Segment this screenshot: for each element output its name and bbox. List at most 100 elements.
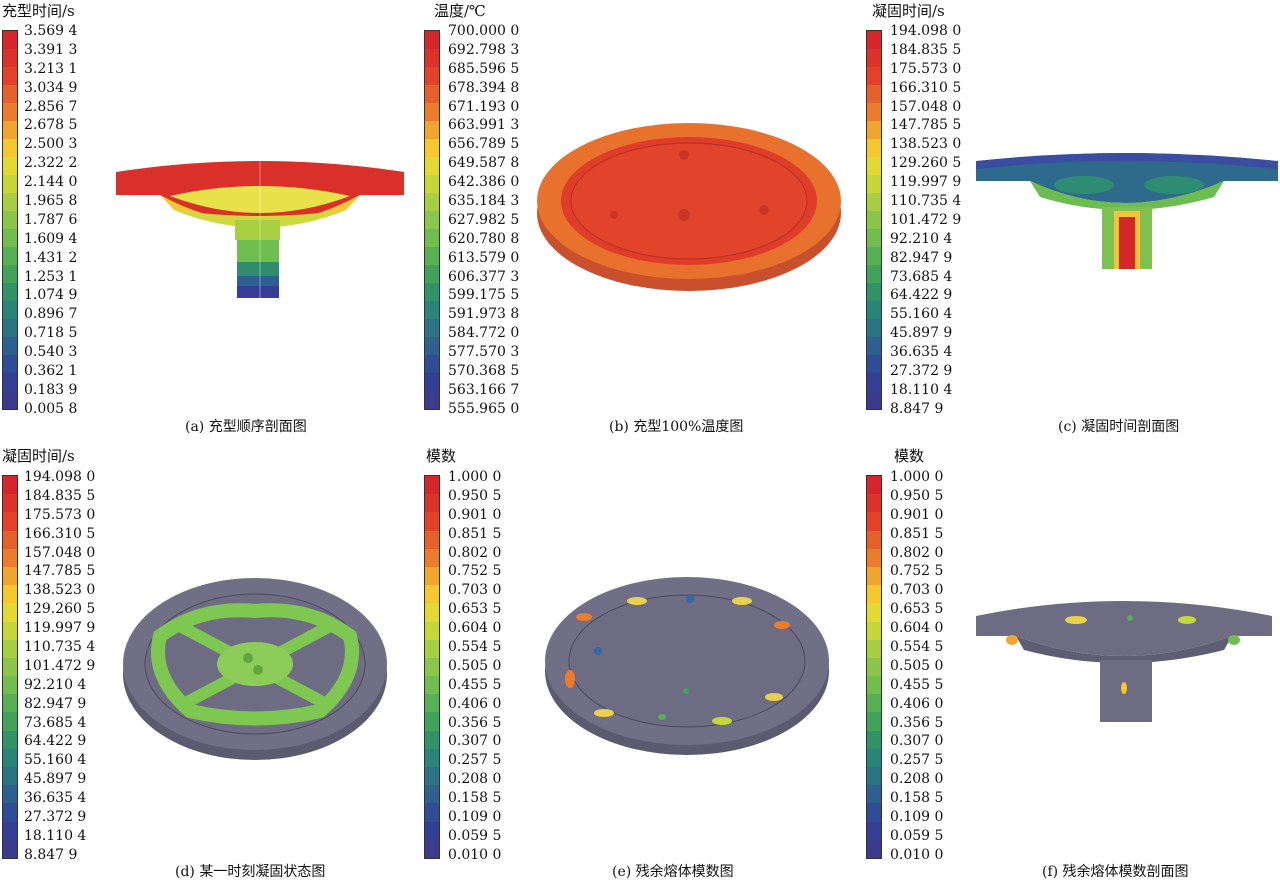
colorbar-tick-label: 0.208 0 <box>448 771 502 788</box>
colorbar-ticks: 3.569 4 3.391 3 3.213 1 3.034 9 2.856 7 2.678… <box>24 22 77 419</box>
panel-caption: (a) 充型顺序剖面图 <box>185 419 307 435</box>
colorbar-segment <box>867 175 881 193</box>
colorbar-ticks: 194.098 0 184.835 5 175.573 0 166.310 5 157.… <box>890 22 961 419</box>
colorbar-segment <box>425 355 439 373</box>
colorbar-tick-label: 92.210 4 <box>24 676 87 693</box>
colorbar-tick-label: 649.587 8 <box>448 155 520 172</box>
colorbar-tick-label: 642.386 0 <box>448 174 520 191</box>
colorbar-tick-label: 0.896 7 <box>24 306 78 323</box>
colorbar-segment <box>425 730 439 749</box>
colorbar-tick-label: 129.260 5 <box>24 601 96 618</box>
colorbar-tick-label: 1.000 0 <box>448 469 502 485</box>
colorbar-tick-label: 18.110 4 <box>24 827 87 844</box>
colorbar-segment <box>3 103 17 121</box>
colorbar-tick-label: 55.160 4 <box>890 306 953 323</box>
colorbar-tick-label: 157.048 0 <box>890 98 962 115</box>
colorbar-tick-label: 138.523 0 <box>890 136 962 153</box>
colorbar-segment <box>3 476 17 495</box>
temperature-casting-render <box>537 123 841 291</box>
colorbar-tick-label: 101.472 9 <box>24 657 96 674</box>
colorbar-segment <box>3 512 17 531</box>
colorbar-tick-label: 0.010 0 <box>890 846 944 863</box>
colorbar-tick-label: 175.573 0 <box>24 506 96 523</box>
colorbar-segment <box>3 157 17 175</box>
colorbar-segment <box>425 337 439 355</box>
colorbar-title: 凝固时间/s <box>2 447 75 465</box>
colorbar-segment <box>867 603 881 622</box>
colorbar-tick-label: 0.505 0 <box>890 657 944 674</box>
colorbar-tick-label: 0.307 0 <box>448 733 502 750</box>
residual-modulus-render <box>545 577 829 755</box>
colorbar-segment <box>3 67 17 85</box>
colorbar-tick-label: 700.000 0 <box>448 23 520 39</box>
colorbar-tick-label: 64.422 9 <box>24 733 87 750</box>
colorbar-tick-label: 0.604 0 <box>890 620 944 637</box>
colorbar-tick-label: 3.213 1 <box>24 60 78 77</box>
colorbar-segment <box>3 639 17 658</box>
colorbar-tick-label: 175.573 0 <box>890 60 962 77</box>
colorbar-tick-label: 92.210 4 <box>890 230 953 247</box>
colorbar-segment <box>425 193 439 211</box>
colorbar-tick-label: 678.394 8 <box>448 79 520 96</box>
colorbar-segment <box>425 530 439 549</box>
colorbar-segment <box>3 373 17 391</box>
colorbar-tick-label: 3.569 4 <box>24 23 78 39</box>
colorbar-tick-label: 0.950 5 <box>890 487 944 504</box>
colorbar-segment <box>867 301 881 319</box>
colorbar-segment <box>425 839 439 858</box>
colorbar-tick-label: 27.372 9 <box>24 809 87 826</box>
colorbar-segment <box>867 121 881 139</box>
colorbar-tick-label: 1.000 0 <box>890 469 944 485</box>
colorbar-segment <box>425 676 439 695</box>
colorbar-segment <box>425 603 439 622</box>
colorbar-segment <box>867 157 881 175</box>
colorbar-tick-label: 0.653 5 <box>890 601 944 618</box>
colorbar-tick-label: 166.310 5 <box>24 525 96 542</box>
colorbar-segment <box>3 585 17 604</box>
colorbar-tick-label: 3.391 3 <box>24 41 78 58</box>
colorbar-segment <box>3 301 17 319</box>
colorbar-segment <box>3 712 17 731</box>
colorbar-segment <box>3 121 17 139</box>
colorbar-segment <box>3 566 17 586</box>
colorbar-tick-label: 671.193 0 <box>448 98 520 115</box>
colorbar-segment <box>3 530 17 549</box>
colorbar-tick-label: 119.997 9 <box>24 620 96 637</box>
colorbar-segment <box>867 355 881 373</box>
colorbar-tick-label: 194.098 0 <box>890 23 962 39</box>
colorbar-tick-label: 2.144 0 <box>24 174 78 191</box>
colorbar-tick-label: 1.253 1 <box>24 268 78 285</box>
colorbar-segment <box>867 391 881 409</box>
colorbar-tick-label: 0.802 0 <box>890 544 944 561</box>
panel-solidification-section: 凝固时间/s 194.098 0 184.835 5 175.573 0 166.31… <box>866 0 1280 441</box>
colorbar-segment <box>425 301 439 319</box>
colorbar-tick-label: 0.752 5 <box>448 563 502 580</box>
colorbar-tick-label: 0.950 5 <box>448 487 502 504</box>
colorbar-tick-label: 0.703 0 <box>890 582 944 599</box>
colorbar-tick-label: 2.322 2 <box>24 155 78 172</box>
panel-fill-sequence: 充型时间/s 3.569 4 3.391 3 3.213 1 3.034 9 2.856… <box>0 0 420 441</box>
colorbar-tick-label: 184.835 5 <box>24 487 96 504</box>
colorbar-segment <box>425 265 439 283</box>
colorbar-segment <box>867 139 881 157</box>
colorbar-ticks: 194.098 0 184.835 5 175.573 0 166.310 5 157.… <box>24 468 95 865</box>
colorbar-segment <box>425 476 439 495</box>
colorbar-segment <box>867 247 881 265</box>
colorbar-segment <box>425 139 439 157</box>
panel-residual-modulus: 模数 1.000 0 0.950 5 0.901 0 0.851 5 0.802 0 0.… <box>424 441 864 882</box>
colorbar-segment <box>867 566 881 586</box>
colorbar-segment <box>867 730 881 749</box>
colorbar-segment <box>3 175 17 193</box>
panel-caption: (d) 某一时刻凝固状态图 <box>175 864 326 880</box>
colorbar-segment <box>867 283 881 301</box>
colorbar-tick-label: 613.579 0 <box>448 249 520 266</box>
colorbar-tick-label: 1.431 2 <box>24 249 78 266</box>
colorbar-tick-label: 0.604 0 <box>448 620 502 637</box>
colorbar-tick-label: 0.653 5 <box>448 601 502 618</box>
colorbar-segment <box>425 566 439 586</box>
colorbar-tick-label: 555.965 0 <box>448 400 520 417</box>
colorbar-title: 模数 <box>426 447 457 465</box>
colorbar-tick-label: 73.685 4 <box>890 268 953 285</box>
colorbar-tick-label: 3.034 9 <box>24 79 78 96</box>
panel-residual-modulus-section: 模数 1.000 0 0.950 5 0.901 0 0.851 5 0.802 0 0.… <box>866 441 1280 882</box>
